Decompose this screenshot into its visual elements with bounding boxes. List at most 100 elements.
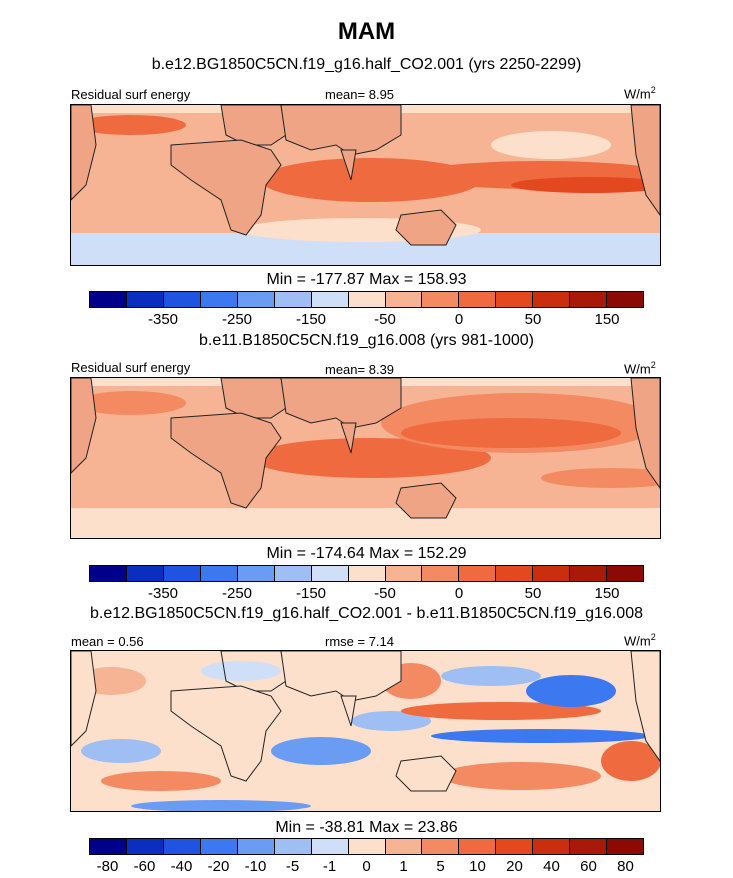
colorbar-tick-label: 150 bbox=[594, 585, 620, 602]
europe-coastline bbox=[220, 651, 287, 692]
australia-land bbox=[395, 755, 457, 792]
colorbar-tick-label: -5 bbox=[285, 858, 300, 875]
colorbar-tick-label: 40 bbox=[543, 858, 560, 875]
colorbar-box bbox=[237, 839, 275, 854]
panel-2-colorbar bbox=[89, 565, 644, 582]
pacific-hot-band bbox=[511, 177, 660, 193]
colorbar-tick-label: -40 bbox=[170, 858, 193, 875]
panel-3-map bbox=[70, 650, 661, 812]
colorbar-tick-label: -50 bbox=[374, 311, 396, 328]
africa-land bbox=[170, 139, 282, 236]
colorbar-tick-label: 80 bbox=[617, 858, 634, 875]
colorbar-box bbox=[126, 292, 164, 307]
panel-3-colorbar bbox=[89, 838, 644, 855]
panel-2-title: b.e11.B1850C5CN.f19_g16.008 (yrs 981-100… bbox=[198, 332, 535, 349]
colorbar-box bbox=[496, 566, 534, 581]
colorbar-box bbox=[385, 566, 423, 581]
colorbar-box bbox=[607, 566, 644, 581]
europe-land bbox=[220, 378, 287, 419]
colorbar-box bbox=[459, 839, 497, 854]
colorbar-box bbox=[496, 839, 534, 854]
colorbar-box bbox=[422, 292, 460, 307]
panel-2-units: W/m2 bbox=[624, 360, 656, 377]
colorbar-box bbox=[200, 566, 238, 581]
panel-2-map bbox=[70, 377, 661, 539]
colorbar-box bbox=[533, 839, 571, 854]
atlantic-warm-band bbox=[76, 391, 186, 415]
africa-land bbox=[170, 685, 282, 782]
colorbar-box bbox=[200, 839, 238, 854]
colorbar-tick-label: -20 bbox=[207, 858, 230, 875]
diff-patch bbox=[271, 737, 371, 765]
colorbar-box bbox=[237, 292, 275, 307]
colorbar-tick-label: 150 bbox=[594, 311, 620, 328]
south-america-land bbox=[71, 651, 97, 747]
panel-1-mean-label: mean= 8.95 bbox=[325, 87, 395, 102]
panel-3-minmax: Min = -38.81 Max = 23.86 bbox=[275, 819, 458, 836]
colorbar-tick-label: -250 bbox=[221, 311, 253, 328]
colorbar-box bbox=[237, 566, 275, 581]
colorbar-box bbox=[126, 839, 164, 854]
colorbar-box bbox=[311, 839, 349, 854]
panel-3-units: W/m2 bbox=[624, 632, 656, 649]
india-land bbox=[340, 422, 357, 454]
diff-patch bbox=[401, 702, 601, 720]
colorbar-box bbox=[570, 566, 608, 581]
colorbar-tick-label: -350 bbox=[147, 585, 179, 602]
colorbar-tick-label: 60 bbox=[580, 858, 597, 875]
colorbar-tick-label: -150 bbox=[295, 585, 327, 602]
diff-patch bbox=[131, 800, 311, 811]
americas-east-land bbox=[630, 378, 660, 489]
south-america-land bbox=[71, 378, 97, 474]
diff-patch bbox=[441, 762, 601, 790]
colorbar-box bbox=[348, 566, 386, 581]
colorbar-box bbox=[163, 566, 201, 581]
colorbar-box bbox=[422, 566, 460, 581]
colorbar-box bbox=[163, 839, 201, 854]
colorbar-tick-label: -150 bbox=[295, 311, 327, 328]
panel-3-rmse-label: rmse = 7.14 bbox=[325, 634, 395, 649]
colorbar-box bbox=[348, 292, 386, 307]
australia-land bbox=[395, 209, 457, 246]
panel-1-minmax: Min = -177.87 Max = 158.93 bbox=[266, 271, 467, 288]
colorbar-box bbox=[163, 292, 201, 307]
colorbar-tick-label: -10 bbox=[244, 858, 267, 875]
colorbar-box bbox=[533, 566, 571, 581]
colorbar-tick-label: 0 bbox=[454, 585, 464, 602]
australia-land bbox=[395, 482, 457, 519]
colorbar-box bbox=[533, 292, 571, 307]
colorbar-box bbox=[90, 292, 127, 307]
atlantic-warm-band bbox=[76, 115, 186, 135]
colorbar-box bbox=[274, 566, 312, 581]
diff-patch bbox=[601, 741, 660, 781]
americas-east-land bbox=[630, 651, 660, 762]
panel-1-map bbox=[70, 104, 661, 266]
colorbar-tick-label: -1 bbox=[322, 858, 337, 875]
europe-land bbox=[220, 105, 287, 146]
colorbar-box bbox=[90, 566, 127, 581]
americas-east-land bbox=[630, 105, 660, 216]
colorbar-tick-label: -50 bbox=[374, 585, 396, 602]
diff-patch bbox=[431, 729, 651, 743]
africa-land bbox=[170, 412, 282, 509]
diff-patch bbox=[351, 711, 431, 731]
panel-2-mean-label: mean= 8.39 bbox=[325, 362, 395, 377]
colorbar-tick-label: 0 bbox=[362, 858, 371, 875]
colorbar-box bbox=[422, 839, 460, 854]
diff-patch bbox=[81, 739, 161, 763]
pacific-hot-band bbox=[401, 418, 621, 448]
india-land bbox=[340, 149, 357, 181]
colorbar-box bbox=[348, 839, 386, 854]
panel-2-minmax: Min = -174.64 Max = 152.29 bbox=[266, 545, 467, 562]
colorbar-tick-label: 20 bbox=[506, 858, 523, 875]
panel-1-title: b.e12.BG1850C5CN.f19_g16.half_CO2.001 (y… bbox=[151, 56, 582, 73]
colorbar-box bbox=[496, 292, 534, 307]
colorbar-tick-label: 5 bbox=[436, 858, 445, 875]
panel-1-colorbar bbox=[89, 291, 644, 308]
colorbar-tick-label: 50 bbox=[524, 311, 542, 328]
colorbar-tick-label: 10 bbox=[469, 858, 486, 875]
colorbar-box bbox=[90, 839, 127, 854]
colorbar-box bbox=[126, 566, 164, 581]
colorbar-box bbox=[311, 566, 349, 581]
pacific-south-band bbox=[541, 468, 660, 488]
